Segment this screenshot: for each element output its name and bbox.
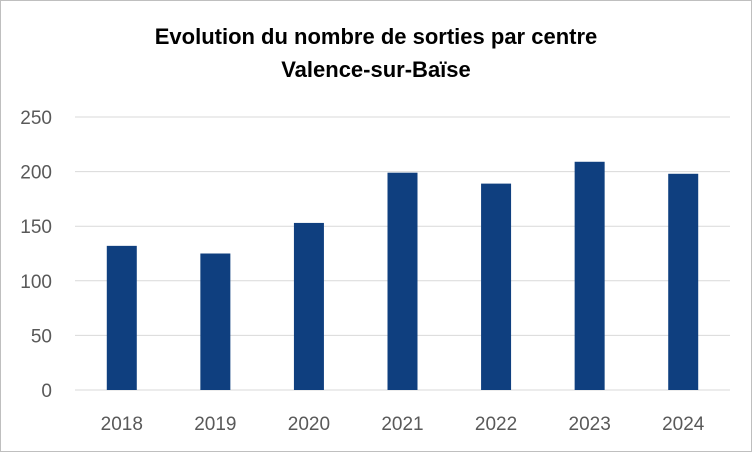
x-tick-label: 2022: [475, 414, 517, 435]
y-tick-label: 100: [20, 272, 52, 293]
x-tick-label: 2019: [194, 414, 236, 435]
x-axis-ticks: 2018 2019 2020 2021 2022 2023 2024: [101, 414, 705, 435]
y-tick-label: 0: [41, 381, 52, 402]
y-tick-label: 200: [20, 163, 52, 184]
chart-title: Evolution du nombre de sorties par centr…: [0, 20, 752, 86]
x-tick-label: 2021: [381, 414, 423, 435]
bar-2021: [387, 172, 418, 390]
y-tick-label: 250: [20, 108, 52, 129]
bars: [106, 161, 699, 390]
bar-2022: [481, 183, 512, 390]
bar-2023: [574, 161, 605, 390]
x-tick-label: 2023: [569, 414, 611, 435]
x-tick-label: 2024: [662, 414, 705, 435]
x-tick-label: 2018: [101, 414, 143, 435]
bar-2018: [106, 245, 137, 390]
bar-2024: [668, 173, 699, 390]
bar-2019: [200, 253, 231, 390]
chart-title-line-2: Valence-sur-Baïse: [281, 57, 471, 82]
y-tick-label: 50: [31, 326, 52, 347]
y-tick-label: 150: [20, 217, 52, 238]
bar-2020: [293, 222, 324, 390]
y-axis-ticks: 0 50 100 150 200 250: [20, 108, 52, 402]
chart-title-line-1: Evolution du nombre de sorties par centr…: [154, 24, 598, 49]
x-tick-label: 2020: [288, 414, 330, 435]
